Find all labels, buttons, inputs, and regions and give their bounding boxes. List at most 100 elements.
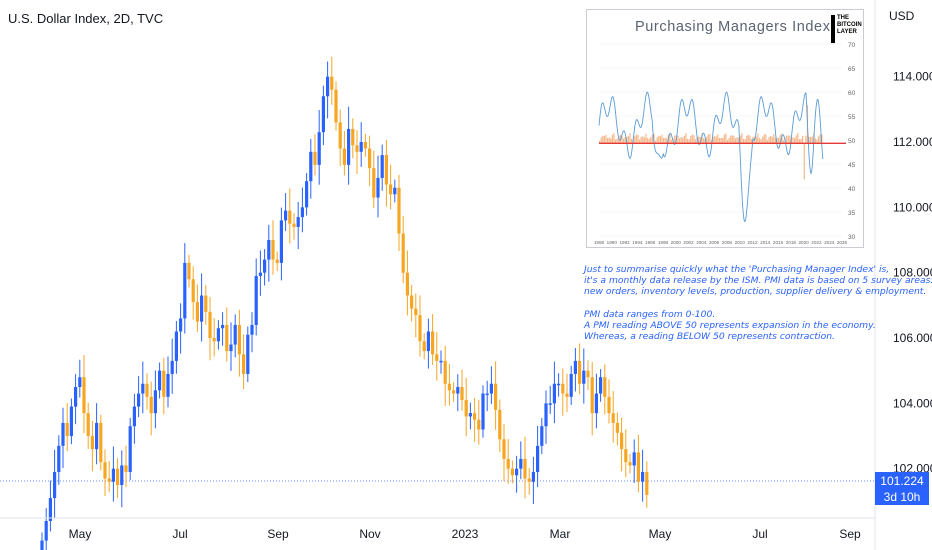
candle-body bbox=[447, 383, 451, 391]
inset-gdp-bar bbox=[802, 135, 804, 144]
inset-gdp-bar bbox=[666, 138, 668, 144]
inset-gdp-bar bbox=[701, 133, 703, 144]
inset-gdp-bar bbox=[688, 139, 690, 144]
inset-gdp-bar bbox=[669, 133, 671, 144]
inset-gdp-bar bbox=[771, 136, 773, 144]
inset-gdp-bar bbox=[603, 136, 605, 144]
time-tick-label: Sep bbox=[839, 527, 861, 541]
candle-body bbox=[216, 328, 220, 342]
inset-gdp-bar bbox=[797, 133, 799, 144]
candle-body bbox=[250, 324, 254, 335]
candle-body bbox=[61, 422, 65, 446]
candle-body bbox=[393, 187, 397, 195]
candle-body bbox=[141, 383, 145, 394]
candle-body bbox=[200, 295, 204, 322]
candle-body bbox=[527, 478, 531, 482]
inset-gdp-bar bbox=[757, 133, 759, 144]
inset-gdp-bar bbox=[599, 140, 601, 144]
inset-gdp-bar bbox=[638, 139, 641, 144]
inset-plot: 70 65 60 55 50 45 40 35 30 1988 1990 1992 1994 1996 19… bbox=[594, 42, 856, 248]
candle-body bbox=[620, 432, 624, 450]
inset-legend-pmi: ISM Manufacturing PMI bbox=[713, 247, 763, 248]
inset-gdp-bar bbox=[805, 135, 807, 144]
inset-gdp-bar bbox=[613, 133, 615, 144]
candle-body bbox=[422, 341, 426, 352]
inset-gdp-bar bbox=[682, 137, 684, 144]
candle-body bbox=[397, 187, 401, 234]
candle-body bbox=[489, 383, 493, 394]
price-tick-label: 112.000 bbox=[893, 135, 932, 149]
inset-gdp-bar bbox=[768, 137, 770, 144]
inset-x-tick: 2018 bbox=[786, 240, 797, 245]
candle-body bbox=[229, 344, 233, 352]
inset-gdp-bar bbox=[733, 135, 735, 144]
candle-body bbox=[132, 406, 136, 427]
inset-gdp-bar bbox=[725, 133, 727, 144]
inset-gdp-bar bbox=[786, 135, 788, 144]
time-tick-label: 2023 bbox=[452, 527, 479, 541]
price-tick-label: 106.000 bbox=[893, 331, 932, 345]
time-tick-label: May bbox=[69, 527, 92, 541]
inset-legend-gdp: GDP bbox=[693, 247, 703, 248]
inset-gdp-bar bbox=[722, 138, 724, 144]
inset-x-tick: 2016 bbox=[773, 240, 784, 245]
candle-body bbox=[632, 452, 636, 466]
inset-gdp-bar bbox=[602, 135, 604, 144]
candle-body bbox=[636, 452, 640, 482]
candle-body bbox=[515, 468, 519, 476]
candle-body bbox=[359, 142, 363, 152]
inset-gdp-bar bbox=[611, 134, 613, 144]
inset-gdp-bar bbox=[782, 140, 785, 144]
candle-body bbox=[263, 259, 267, 273]
inset-gdp-bar bbox=[744, 139, 746, 144]
inset-gdp-bar bbox=[630, 138, 633, 144]
inset-gdp-bar bbox=[627, 135, 629, 144]
candle-body bbox=[565, 393, 569, 397]
candle-body bbox=[279, 220, 283, 263]
candle-body bbox=[212, 338, 216, 342]
inset-gdp-bar bbox=[730, 135, 732, 144]
candle-body bbox=[221, 324, 225, 329]
annotation-line: A PMI reading ABOVE 50 represents expans… bbox=[584, 319, 876, 331]
inset-gdp-bar bbox=[704, 138, 706, 144]
inset-gdp-bar bbox=[808, 136, 810, 144]
inset-gdp-bar bbox=[789, 135, 791, 144]
inset-gdp-bar bbox=[637, 135, 639, 144]
inset-gdp-bar bbox=[643, 137, 645, 144]
candle-body bbox=[355, 145, 359, 152]
inset-gdp-bar bbox=[661, 134, 663, 144]
inset-gdp-bar bbox=[726, 140, 729, 144]
inset-y-tick: 60 bbox=[848, 90, 856, 97]
inset-gdp-bar bbox=[794, 138, 796, 144]
inset-gdp-bar bbox=[755, 136, 757, 144]
inset-gdp-bar bbox=[776, 137, 778, 144]
inset-pmi-line bbox=[598, 91, 824, 223]
inset-x-tick: 2020 bbox=[799, 240, 810, 245]
candle-body bbox=[242, 354, 246, 374]
candle-body bbox=[137, 393, 141, 407]
candle-body bbox=[645, 471, 649, 495]
time-tick-label: Jul bbox=[172, 527, 187, 541]
candle-body bbox=[300, 207, 304, 218]
annotation-line: new orders, inventory levels, production… bbox=[584, 286, 927, 298]
annotation-line: PMI data ranges from 0-100. bbox=[584, 308, 716, 320]
candle-body bbox=[452, 390, 456, 394]
candle-body bbox=[368, 148, 372, 169]
candle-body bbox=[40, 540, 44, 550]
inset-y-tick: 65 bbox=[848, 66, 856, 73]
inset-x-tick: 1988 bbox=[594, 240, 605, 245]
candle-body bbox=[284, 210, 288, 221]
candle-body bbox=[376, 177, 380, 198]
annotation-line: Just to summarise quickly what the 'Purc… bbox=[584, 264, 890, 275]
inset-gdp-bar bbox=[645, 133, 647, 144]
inset-x-tick: 2010 bbox=[735, 240, 746, 245]
candle-body bbox=[410, 295, 414, 309]
candle-body bbox=[477, 419, 481, 430]
candle-body bbox=[578, 360, 582, 384]
candle-body bbox=[582, 370, 586, 384]
inset-gdp-bar bbox=[762, 136, 764, 144]
inset-gdp-bar bbox=[610, 138, 612, 144]
candle-body bbox=[124, 465, 128, 472]
inset-gdp-bar bbox=[749, 135, 751, 144]
